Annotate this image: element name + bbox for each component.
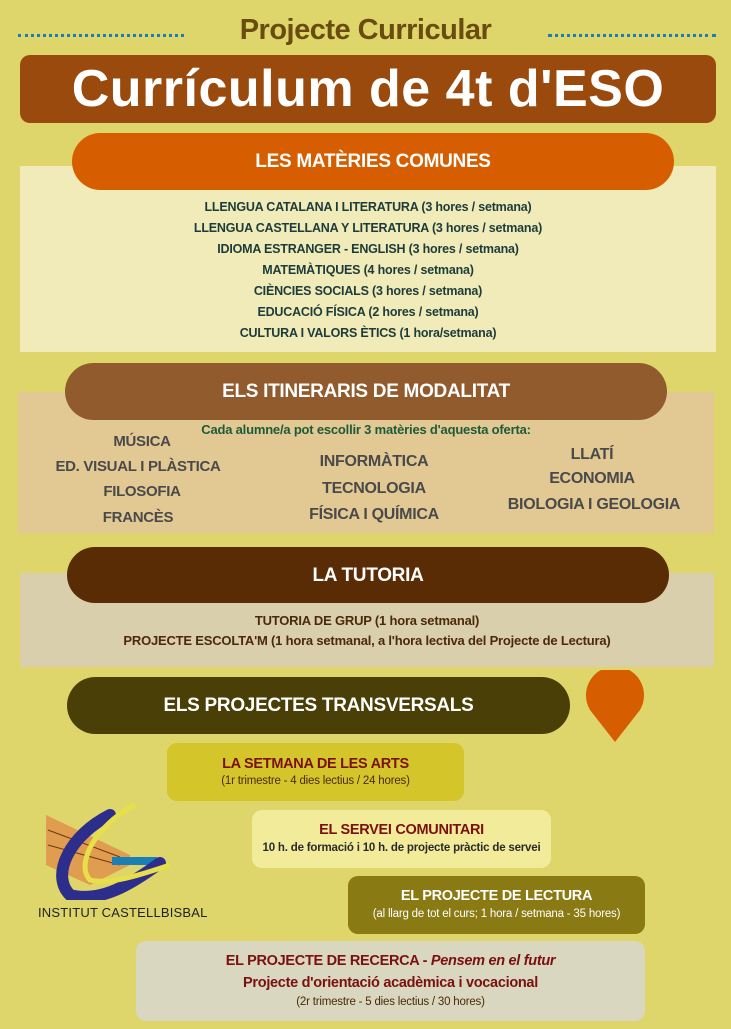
- project-lectura: EL PROJECTE DE LECTURA (al llarg de tot …: [348, 876, 645, 934]
- project-recerca: EL PROJECTE DE RECERCA - Pensem en el fu…: [136, 941, 645, 1021]
- project-subtitle: Projecte d'orientació acadèmica i vocaci…: [243, 975, 538, 991]
- subject-item: EDUCACIÓ FÍSICA (2 hores / setmana): [257, 305, 479, 319]
- subject-item: MATEMÀTIQUES (4 hores / setmana): [262, 263, 474, 277]
- tutoria-item: PROJECTE ESCOLTA'M (1 hora setmanal, a l…: [123, 633, 611, 648]
- comunes-heading: LES MATÈRIES COMUNES: [72, 133, 674, 190]
- option-item: ED. VISUAL I PLÀSTICA: [55, 458, 221, 475]
- project-title: LA SETMANA DE LES ARTS: [222, 756, 409, 772]
- subject-item: CIÈNCIES SOCIALS (3 hores / setmana): [253, 284, 483, 298]
- project-title: EL PROJECTE DE RECERCA - Pensem en el fu…: [136, 953, 645, 969]
- page-title: Currículum de 4t d'ESO: [20, 55, 716, 123]
- tutoria-item: TUTORIA DE GRUP (1 hora setmanal): [254, 613, 480, 628]
- subject-item: LLENGUA CASTELLANA Y LITERATURA (3 hores…: [193, 221, 543, 235]
- option-item: FRANCÈS: [102, 509, 174, 526]
- option-item: ECONOMIA: [549, 470, 635, 487]
- project-title-tagline: Pensem en el futur: [430, 953, 556, 969]
- tutoria-heading: LA TUTORIA: [67, 547, 669, 603]
- map-pin-icon: [586, 670, 644, 742]
- supertitle: Projecte Curricular: [239, 14, 492, 46]
- subject-item: CULTURA I VALORS ÈTICS (1 hora/setmana): [239, 326, 497, 340]
- project-title-main: EL PROJECTE DE RECERCA -: [225, 953, 431, 969]
- project-title: EL PROJECTE DE LECTURA: [400, 888, 593, 904]
- project-detail: 10 h. de formació i 10 h. de projecte pr…: [262, 842, 541, 854]
- logo-text: INSTITUT CASTELLBISBAL: [38, 905, 208, 920]
- option-item: FILOSOFIA: [103, 483, 181, 500]
- option-item: MÚSICA: [113, 433, 171, 450]
- option-item: LLATÍ: [570, 446, 614, 463]
- option-item: INFORMÀTICA: [319, 453, 429, 470]
- comunes-panel: LLENGUA CATALANA I LITERATURA (3 hores /…: [20, 166, 716, 352]
- option-item: FÍSICA I QUÍMICA: [309, 506, 439, 523]
- itineraris-subtitle: Cada alumne/a pot escollir 3 matèries d'…: [201, 422, 531, 437]
- transversals-heading: ELS PROJECTES TRANSVERSALS: [67, 677, 570, 734]
- option-item: BIOLOGIA I GEOLOGIA: [507, 496, 681, 513]
- project-detail: (al llarg de tot el curs; 1 hora / setma…: [372, 908, 621, 920]
- dotted-divider-right: [548, 34, 716, 37]
- project-detail: (1r trimestre - 4 dies lectius / 24 hore…: [221, 775, 410, 787]
- dotted-divider-left: [18, 34, 184, 37]
- option-item: TECNOLOGIA: [322, 480, 426, 497]
- project-arts: LA SETMANA DE LES ARTS (1r trimestre - 4…: [167, 743, 464, 801]
- subject-item: LLENGUA CATALANA I LITERATURA (3 hores /…: [204, 200, 532, 214]
- institut-logo: [46, 802, 171, 900]
- project-title: EL SERVEI COMUNITARI: [319, 822, 484, 838]
- project-servei: EL SERVEI COMUNITARI 10 h. de formació i…: [252, 810, 551, 868]
- subject-item: IDIOMA ESTRANGER - ENGLISH (3 hores / se…: [217, 242, 519, 256]
- project-detail: (2r trimestre - 5 dies lectius / 30 hore…: [296, 996, 485, 1008]
- itineraris-heading: ELS ITINERARIS DE MODALITAT: [65, 363, 667, 420]
